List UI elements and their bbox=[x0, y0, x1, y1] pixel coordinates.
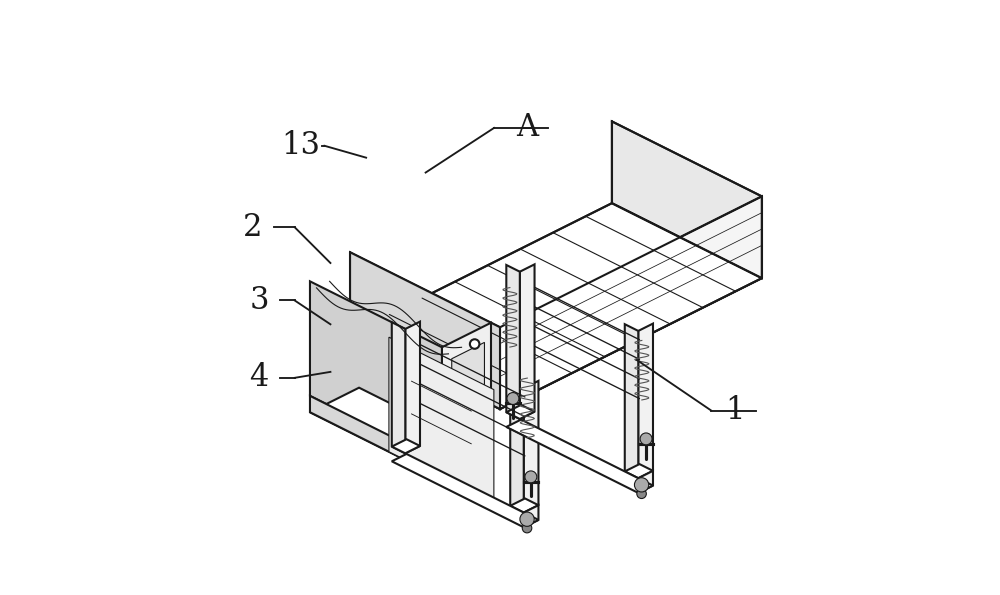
Text: 1: 1 bbox=[725, 395, 745, 426]
Circle shape bbox=[634, 478, 649, 492]
Polygon shape bbox=[389, 337, 494, 504]
Circle shape bbox=[470, 339, 479, 349]
Polygon shape bbox=[510, 381, 524, 512]
Circle shape bbox=[507, 393, 519, 405]
Circle shape bbox=[637, 489, 646, 499]
Polygon shape bbox=[506, 419, 653, 493]
Polygon shape bbox=[506, 265, 520, 419]
Polygon shape bbox=[506, 405, 535, 419]
Text: A: A bbox=[516, 112, 538, 143]
Polygon shape bbox=[638, 324, 653, 478]
Polygon shape bbox=[392, 439, 420, 453]
Polygon shape bbox=[442, 322, 491, 462]
Circle shape bbox=[640, 433, 652, 445]
Circle shape bbox=[522, 524, 532, 533]
Polygon shape bbox=[500, 196, 762, 409]
Polygon shape bbox=[524, 381, 538, 512]
Polygon shape bbox=[392, 322, 405, 453]
Polygon shape bbox=[310, 371, 491, 462]
Polygon shape bbox=[442, 437, 491, 478]
Polygon shape bbox=[350, 203, 762, 409]
Polygon shape bbox=[310, 281, 442, 462]
Polygon shape bbox=[310, 388, 491, 478]
Text: 3: 3 bbox=[249, 285, 269, 316]
Polygon shape bbox=[510, 499, 538, 512]
Polygon shape bbox=[405, 322, 420, 453]
Polygon shape bbox=[625, 464, 653, 478]
Polygon shape bbox=[452, 342, 484, 440]
Polygon shape bbox=[392, 454, 538, 527]
Text: 13: 13 bbox=[281, 130, 320, 161]
Polygon shape bbox=[612, 121, 762, 278]
Polygon shape bbox=[638, 471, 653, 493]
Circle shape bbox=[520, 512, 534, 527]
Text: 4: 4 bbox=[249, 362, 269, 393]
Polygon shape bbox=[520, 264, 535, 419]
Circle shape bbox=[525, 471, 537, 483]
Polygon shape bbox=[310, 396, 442, 478]
Polygon shape bbox=[350, 252, 500, 409]
Polygon shape bbox=[625, 324, 638, 478]
Polygon shape bbox=[524, 505, 538, 527]
Text: 2: 2 bbox=[243, 212, 263, 243]
